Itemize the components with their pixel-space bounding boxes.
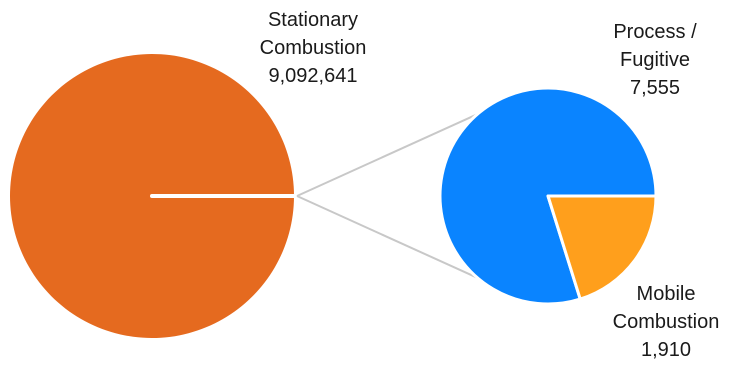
main-pie bbox=[9, 54, 296, 339]
label-stationary-combustion-line1: Stationary bbox=[268, 9, 358, 31]
connector-line-bottom bbox=[296, 195, 479, 279]
label-stationary-combustion-value: 9,092,641 bbox=[269, 65, 358, 87]
label-process-fugitive-value: 7,555 bbox=[630, 77, 680, 99]
label-mobile-combustion-line2: Combustion bbox=[613, 311, 720, 333]
slice-process-fugitive bbox=[438, 86, 658, 306]
slice-mobile-combustion bbox=[546, 194, 658, 301]
label-stationary-combustion-line2: Combustion bbox=[260, 37, 367, 59]
label-process-fugitive-line2: Fugitive bbox=[620, 49, 690, 71]
connector-lines bbox=[296, 113, 479, 279]
label-mobile-combustion-line1: Mobile bbox=[637, 283, 696, 305]
secondary-pie bbox=[438, 86, 658, 306]
label-mobile-combustion-value: 1,910 bbox=[641, 339, 691, 361]
connector-line-top bbox=[296, 113, 479, 197]
label-process-fugitive-line1: Process / bbox=[613, 21, 697, 43]
